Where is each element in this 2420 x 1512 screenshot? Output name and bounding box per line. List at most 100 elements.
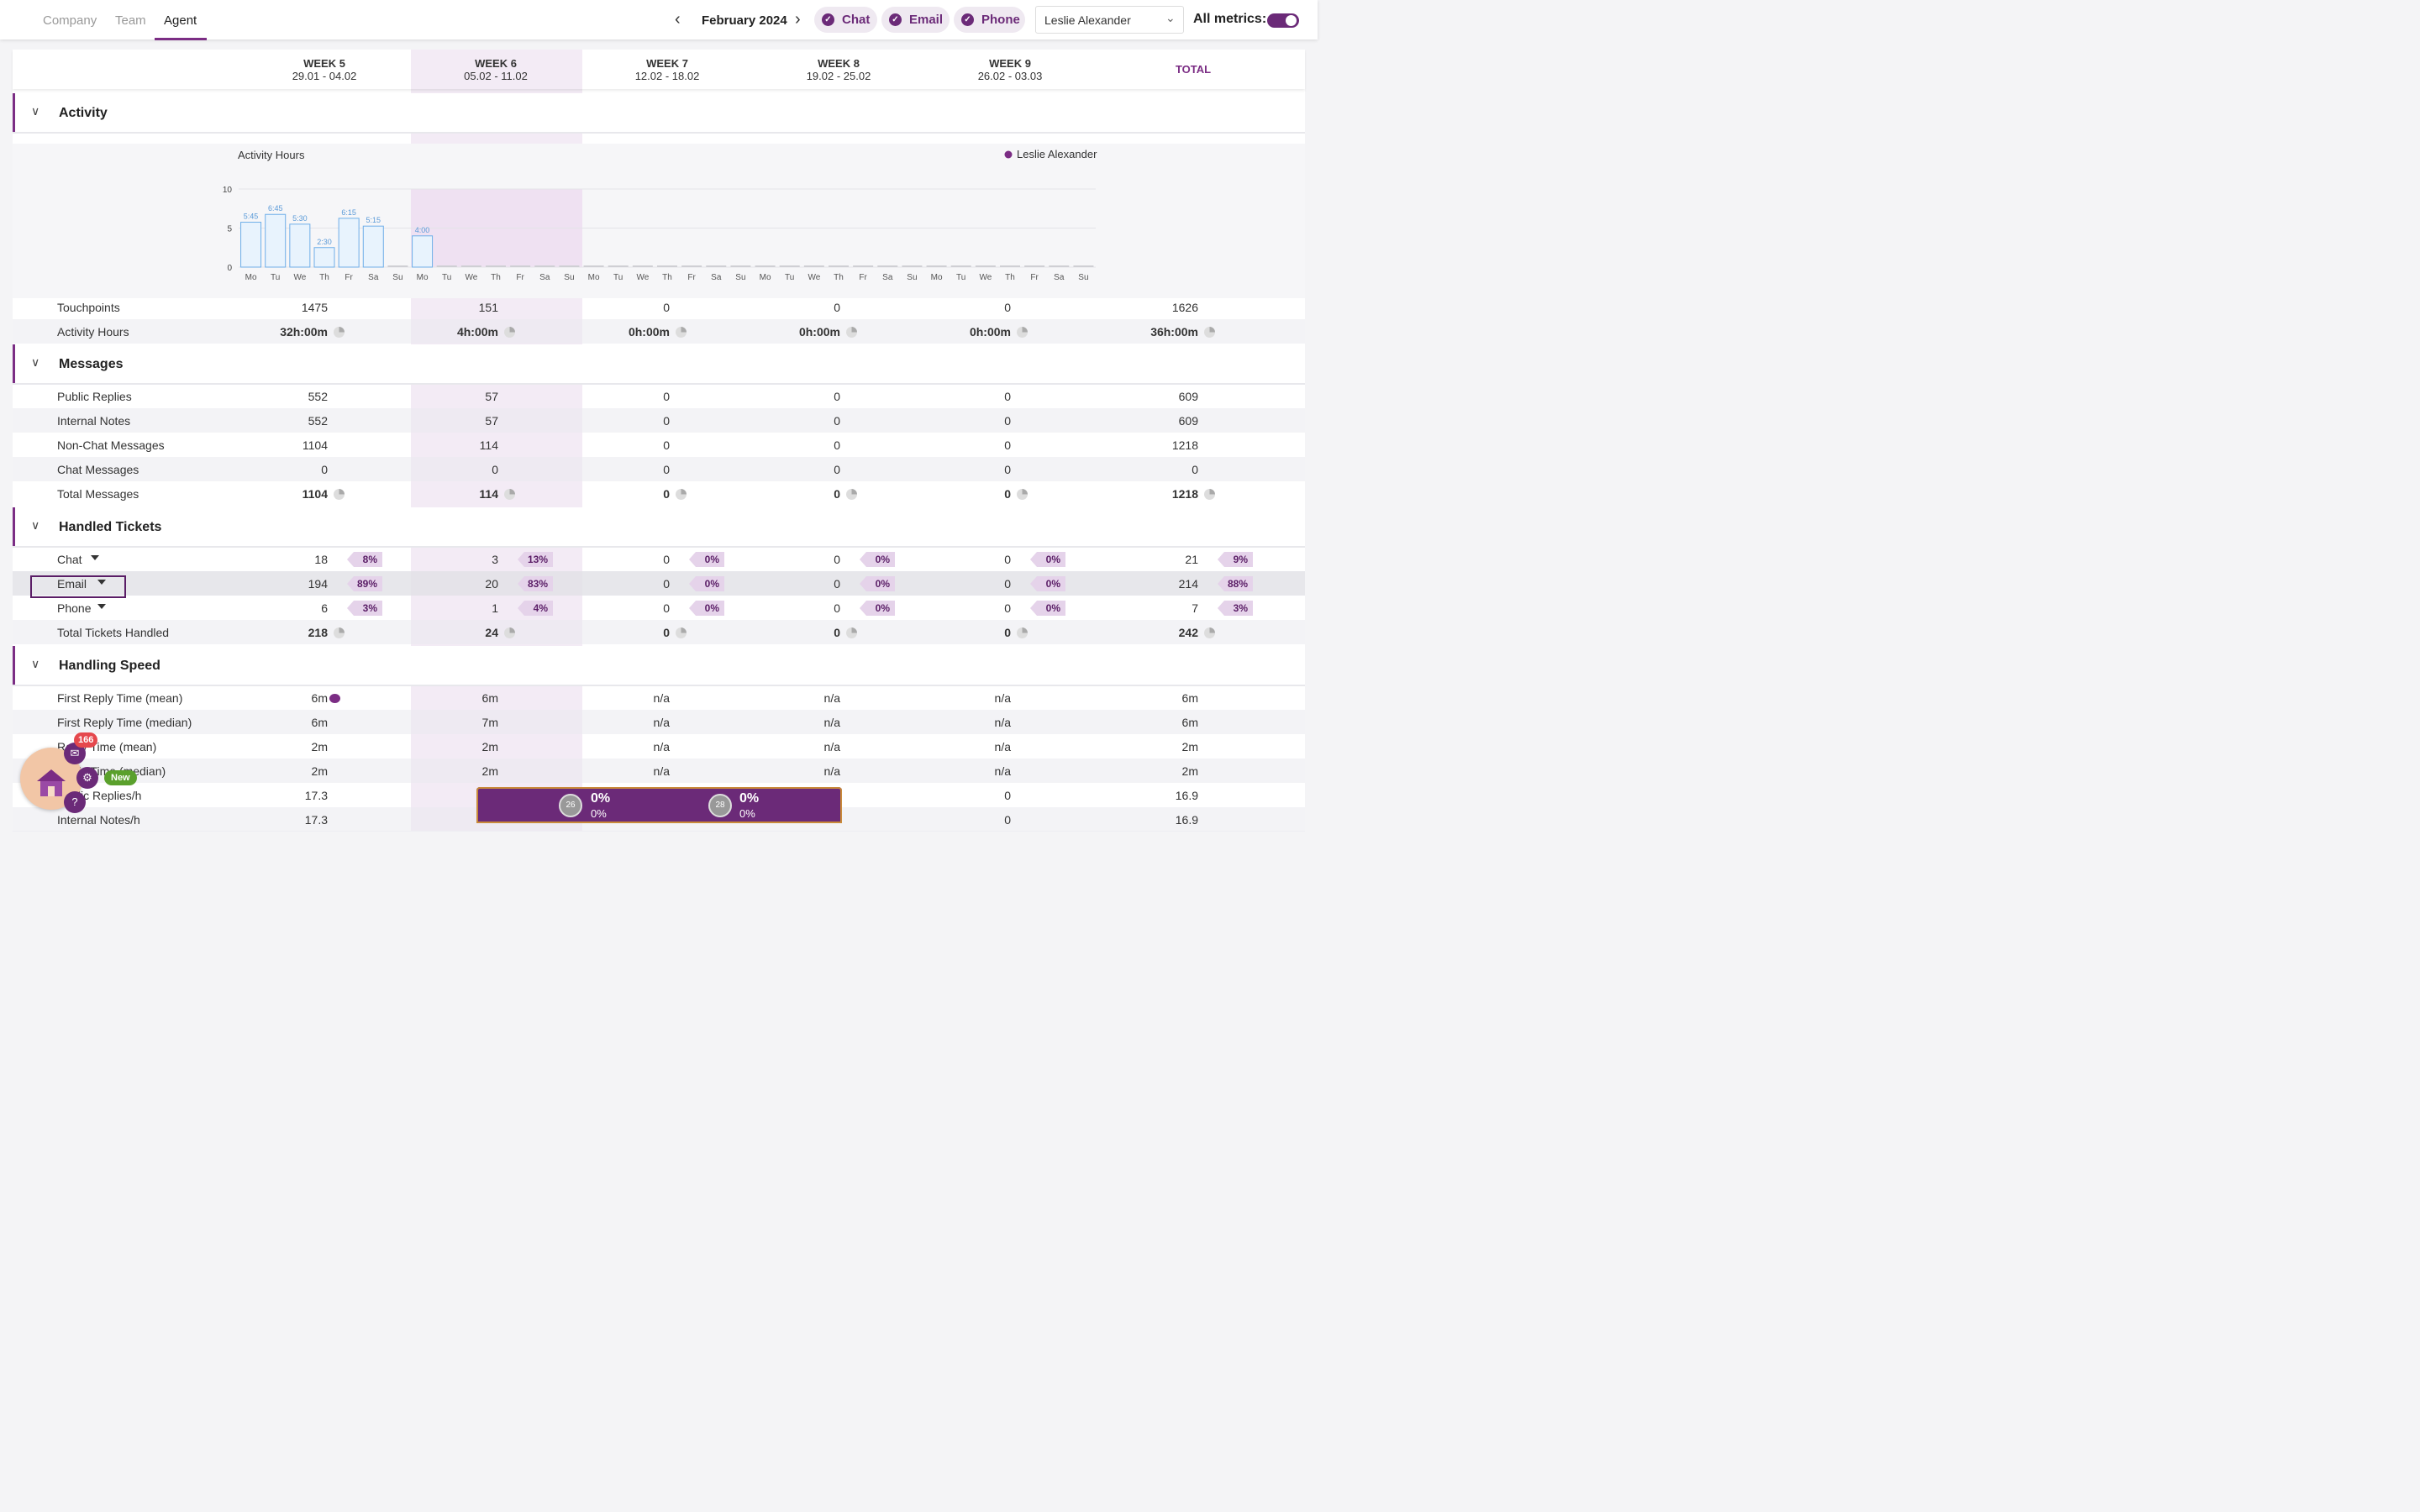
week-6-header: WEEK 6 05.02 - 11.02 [464,57,528,82]
chevron-down-icon[interactable]: ∨ [31,104,40,118]
week-5-header: WEEK 5 29.01 - 04.02 [292,57,357,82]
pie-chart-icon[interactable] [1017,327,1028,338]
y-tick-label: 10 [223,186,233,195]
x-tick-label: Th [662,273,672,282]
chart-bar[interactable] [338,218,360,268]
x-tick-label: Su [392,273,402,282]
row-label: Internal Notes/h [57,813,140,827]
cell-value: 0 [1004,487,1011,501]
gamification-bar[interactable]: 26 0% 0% 28 0% 0% [476,787,842,823]
table-row: Touchpoints 1475 151 0 0 0 1626 [13,295,1305,319]
agent-select[interactable]: Leslie Alexander ⌄ [1035,6,1184,34]
pie-chart-icon[interactable] [846,627,857,638]
percent-badge: 0% [860,601,895,616]
row-label[interactable]: Chat [57,553,82,566]
cell-value: 0h:00m [798,325,840,339]
row-label[interactable]: Email [57,577,87,591]
pie-chart-icon[interactable] [676,627,687,638]
chevron-down-icon[interactable]: ∨ [31,518,40,532]
x-tick-label: Tu [442,273,451,282]
pie-chart-icon[interactable] [504,489,515,500]
help-icon[interactable]: ? [64,791,86,813]
cell-value: n/a [653,740,670,753]
pie-chart-icon[interactable] [676,489,687,500]
caret-down-icon[interactable] [97,604,106,609]
pie-chart-icon[interactable] [1017,627,1028,638]
caret-down-icon[interactable] [91,555,100,560]
pie-chart-icon[interactable] [1204,489,1215,500]
pie-chart-icon[interactable] [676,327,687,338]
chip-chat[interactable]: ✓ Chat [814,7,877,33]
cell-value: 57 [485,414,498,428]
chevron-right-icon[interactable]: › [795,10,801,29]
tab-agent[interactable]: Agent [164,13,197,28]
notification-count: 166 [74,732,98,748]
cell-value: 1 [492,601,498,615]
chart-bar[interactable] [289,223,311,268]
pie-chart-icon[interactable] [504,327,515,338]
chevron-down-icon[interactable]: ∨ [31,657,40,670]
caret-down-icon[interactable] [97,580,106,585]
section-handled-tickets[interactable]: ∨ Handled Tickets [13,507,1305,548]
chart-bar[interactable] [313,247,335,268]
cell-value: 4h:00m [456,325,498,339]
y-tick-label: 0 [227,264,232,273]
cell-value: 0 [834,390,840,403]
section-title: Activity [59,106,108,120]
pie-chart-icon[interactable] [846,327,857,338]
chart-bar[interactable] [265,213,287,268]
pie-chart-icon[interactable] [334,327,345,338]
x-tick-label: Mo [245,273,257,282]
section-activity[interactable]: ∨ Activity [13,93,1305,134]
x-tick-label: Sa [711,273,722,282]
table-row: Email 194 89% 20 83% 0 0% 0 0% 0 0% 214 88% [13,571,1305,598]
percent-badge: 0% [860,552,895,567]
pie-chart-icon[interactable] [334,627,345,638]
percent-badge: 0% [689,601,724,616]
section-accent [13,344,15,383]
section-title: Messages [59,357,124,371]
table-row: Internal Notes 552 57 0 0 0 609 [13,408,1305,433]
chevron-left-icon[interactable]: ‹ [675,10,681,29]
cell-value: 0 [1004,626,1011,639]
pie-chart-icon[interactable] [1204,327,1215,338]
chip-phone[interactable]: ✓ Phone [954,7,1025,33]
cell-value: 0 [663,577,670,591]
percent-badge: 89% [347,576,382,591]
tab-team[interactable]: Team [115,13,146,28]
chart-bar[interactable] [240,222,262,268]
row-label[interactable]: Phone [57,601,92,615]
tab-company[interactable]: Company [43,13,97,28]
chip-email[interactable]: ✓ Email [881,7,950,33]
table-row: First Reply Time (median) 6m 7m n/a n/a n/a 6m [13,710,1305,734]
pie-chart-icon[interactable] [334,489,345,500]
week-9-header: WEEK 9 26.02 - 03.03 [977,57,1043,82]
comment-icon[interactable] [329,694,340,703]
percent-badge: 0% [1030,601,1065,616]
pie-chart-icon[interactable] [846,489,857,500]
cell-value: 0 [834,414,840,428]
section-handling-speed[interactable]: ∨ Handling Speed [13,646,1305,686]
cell-value: 2m [481,740,498,753]
data-label: 4:00 [415,226,430,234]
cell-value: 0 [663,463,670,476]
section-accent [13,507,15,546]
cell-value: n/a [823,716,840,729]
total-value: 0 [1192,463,1198,476]
total-value: 242 [1178,626,1198,639]
x-tick-label: Th [834,273,844,282]
week-8-header: WEEK 8 19.02 - 25.02 [806,57,871,82]
chart-bar[interactable] [412,235,434,268]
pie-chart-icon[interactable] [1017,489,1028,500]
x-tick-label: Th [1005,273,1015,282]
all-metrics-toggle[interactable] [1267,13,1299,28]
chevron-down-icon[interactable]: ∨ [31,355,40,369]
chart-bar[interactable] [362,225,384,268]
pie-chart-icon[interactable] [1204,627,1215,638]
cell-value: 0 [834,463,840,476]
pie-chart-icon[interactable] [504,627,515,638]
gear-icon[interactable]: ⚙ [76,767,98,789]
x-tick-label: We [465,273,477,282]
row-label: Chat Messages [57,463,139,476]
section-messages[interactable]: ∨ Messages [13,344,1305,385]
